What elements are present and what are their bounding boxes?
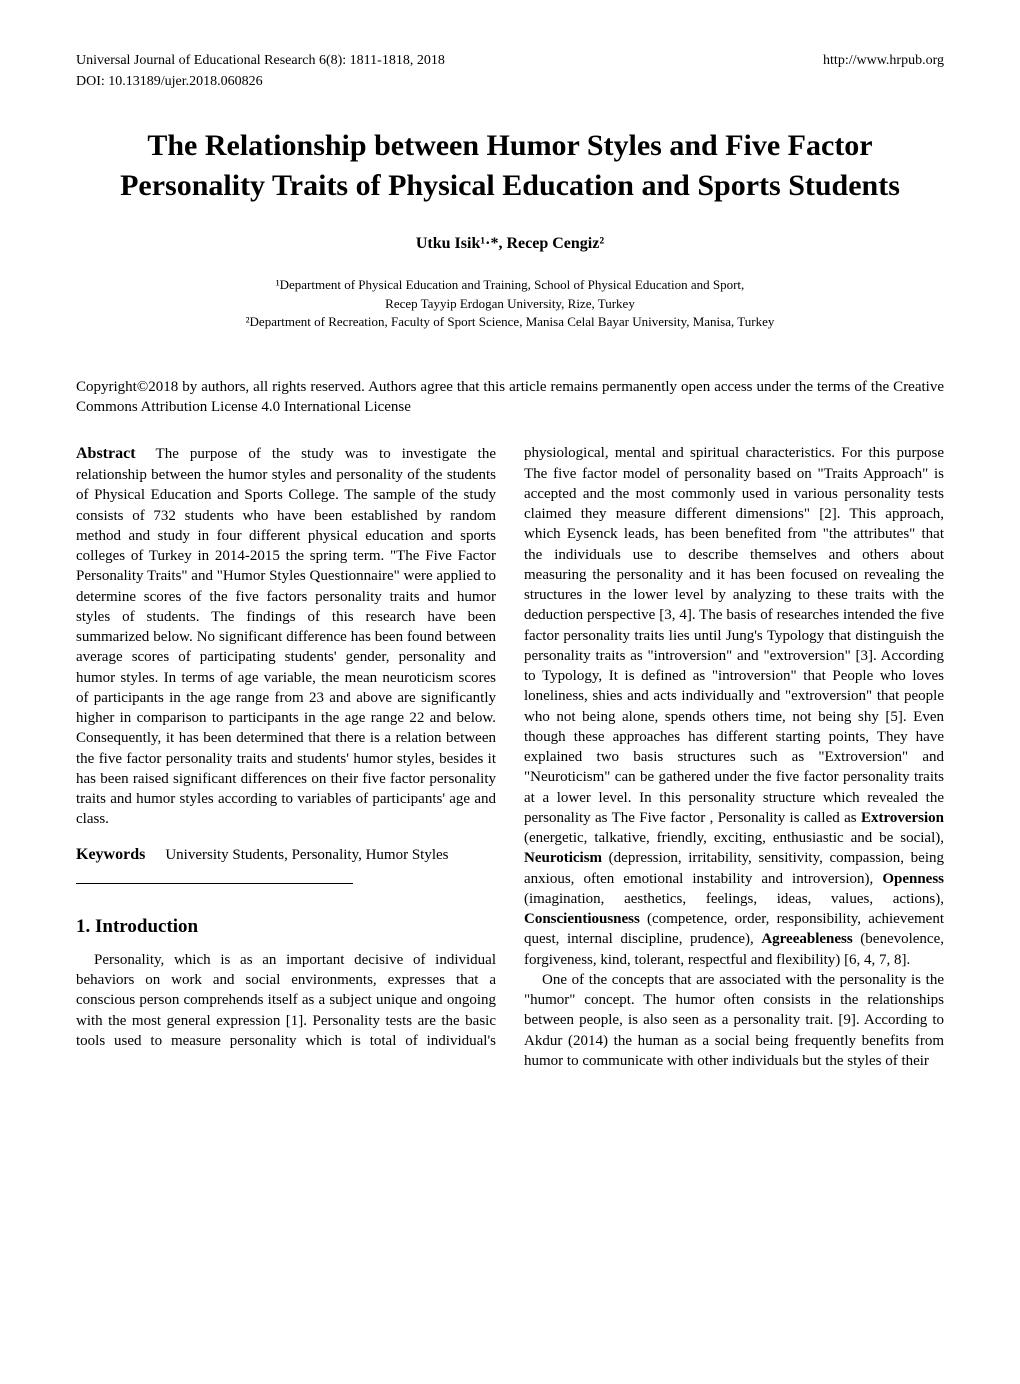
section-divider	[76, 883, 353, 884]
journal-citation: Universal Journal of Educational Researc…	[76, 52, 445, 71]
doi-line: DOI: 10.13189/ujer.2018.060826	[76, 73, 944, 92]
body-columns: AbstractThe purpose of the study was to …	[76, 443, 944, 1071]
affiliations-block: ¹Department of Physical Education and Tr…	[76, 276, 944, 331]
publisher-url: http://www.hrpub.org	[823, 52, 944, 71]
author-list: Utku Isik¹·*, Recep Cengiz²	[76, 233, 944, 255]
keywords-text: University Students, Personality, Humor …	[165, 847, 448, 863]
term-openness: Openness	[882, 871, 944, 887]
section-heading-introduction: 1. Introduction	[76, 914, 496, 940]
abstract-paragraph: AbstractThe purpose of the study was to …	[76, 443, 496, 829]
term-extroversion: Extroversion	[861, 810, 944, 826]
page-header: Universal Journal of Educational Researc…	[76, 52, 944, 71]
abstract-label: Abstract	[76, 445, 136, 462]
keywords-label: Keywords	[76, 846, 145, 863]
keywords-paragraph: Keywords University Students, Personality…	[76, 844, 496, 866]
affiliation-line: ²Department of Recreation, Faculty of Sp…	[76, 313, 944, 331]
copyright-notice: Copyright©2018 by authors, all rights re…	[76, 377, 944, 418]
abstract-text: The purpose of the study was to investig…	[76, 446, 496, 827]
intro-paragraph-2: One of the concepts that are associated …	[524, 970, 944, 1071]
term-conscientiousness: Conscientiousness	[524, 911, 640, 927]
paper-title: The Relationship between Humor Styles an…	[76, 126, 944, 207]
affiliation-line: ¹Department of Physical Education and Tr…	[76, 276, 944, 294]
affiliation-line: Recep Tayyip Erdogan University, Rize, T…	[76, 295, 944, 313]
term-neuroticism: Neuroticism	[524, 850, 602, 866]
term-agreeableness: Agreeableness	[761, 931, 852, 947]
